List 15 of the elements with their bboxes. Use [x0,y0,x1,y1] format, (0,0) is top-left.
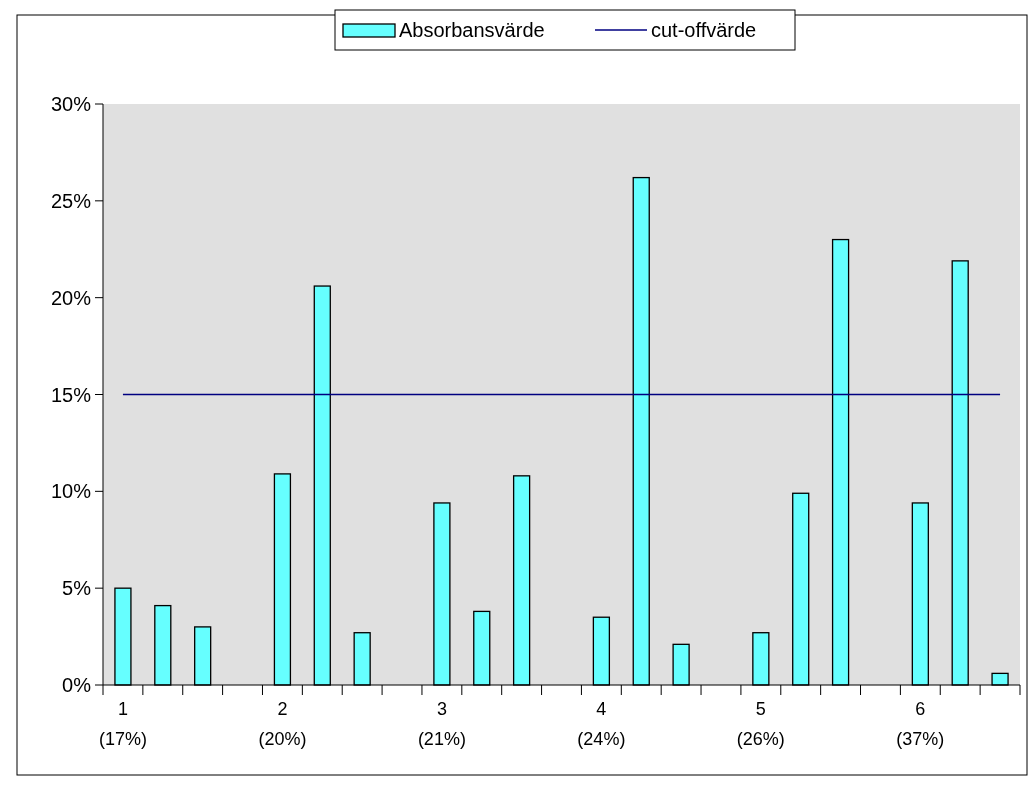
y-tick-label: 5% [62,577,92,600]
x-tick-label: 4 (24%) [577,699,626,749]
legend-label: Absorbansvärde [399,19,545,41]
x-tick-label: 2 (20%) [258,699,307,749]
y-tick-label: 30% [50,93,92,115]
y-tick-label: 10% [50,480,92,503]
y-tick-label: 0% [62,674,92,696]
y-tick-label: 15% [50,383,92,406]
x-tick-label: 5 (26%) [736,699,785,749]
x-tick-label: 3 (21%) [417,699,466,749]
legend-label: cut-offvärde [651,19,757,41]
y-tick-label: 25% [50,189,92,212]
y-tick-label: 20% [50,286,92,309]
x-tick-label: 1 (17%) [98,699,147,749]
x-tick-label: 6 (37%) [896,699,945,749]
